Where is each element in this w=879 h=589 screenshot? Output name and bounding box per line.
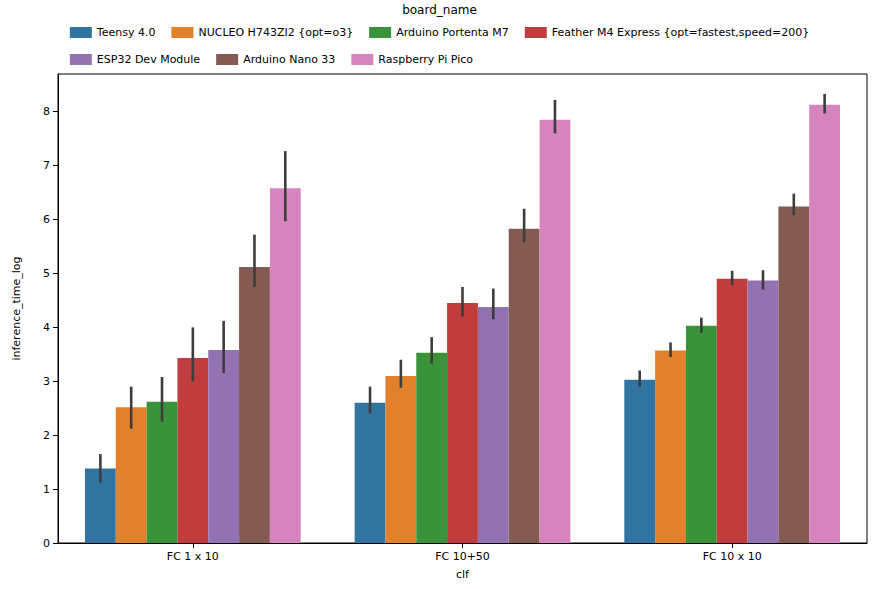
- svg-text:clf: clf: [456, 568, 470, 581]
- svg-text:1: 1: [43, 483, 50, 496]
- svg-text:2: 2: [43, 429, 50, 442]
- svg-text:FC 10+50: FC 10+50: [435, 550, 490, 563]
- svg-text:Raspberry Pi Pico: Raspberry Pi Pico: [378, 53, 473, 66]
- svg-text:inference_time_log: inference_time_log: [10, 256, 23, 360]
- svg-text:0: 0: [43, 537, 50, 550]
- svg-text:8: 8: [43, 105, 50, 118]
- svg-text:Feather M4 Express {opt=fastes: Feather M4 Express {opt=fastest,speed=20…: [552, 26, 809, 39]
- svg-text:board_name: board_name: [402, 3, 477, 17]
- svg-text:FC 1 x 10: FC 1 x 10: [167, 550, 219, 563]
- svg-text:ESP32 Dev Module: ESP32 Dev Module: [97, 53, 201, 66]
- svg-text:3: 3: [43, 375, 50, 388]
- svg-text:Arduino Portenta M7: Arduino Portenta M7: [396, 26, 509, 39]
- svg-text:NUCLEO H743ZI2 {opt=o3}: NUCLEO H743ZI2 {opt=o3}: [198, 26, 353, 39]
- svg-text:Arduino Nano 33: Arduino Nano 33: [243, 53, 335, 66]
- svg-text:4: 4: [43, 321, 50, 334]
- svg-text:Teensy 4.0: Teensy 4.0: [96, 26, 156, 39]
- svg-text:7: 7: [43, 159, 50, 172]
- svg-text:6: 6: [43, 213, 50, 226]
- svg-text:5: 5: [43, 267, 50, 280]
- svg-text:FC 10 x 10: FC 10 x 10: [703, 550, 762, 563]
